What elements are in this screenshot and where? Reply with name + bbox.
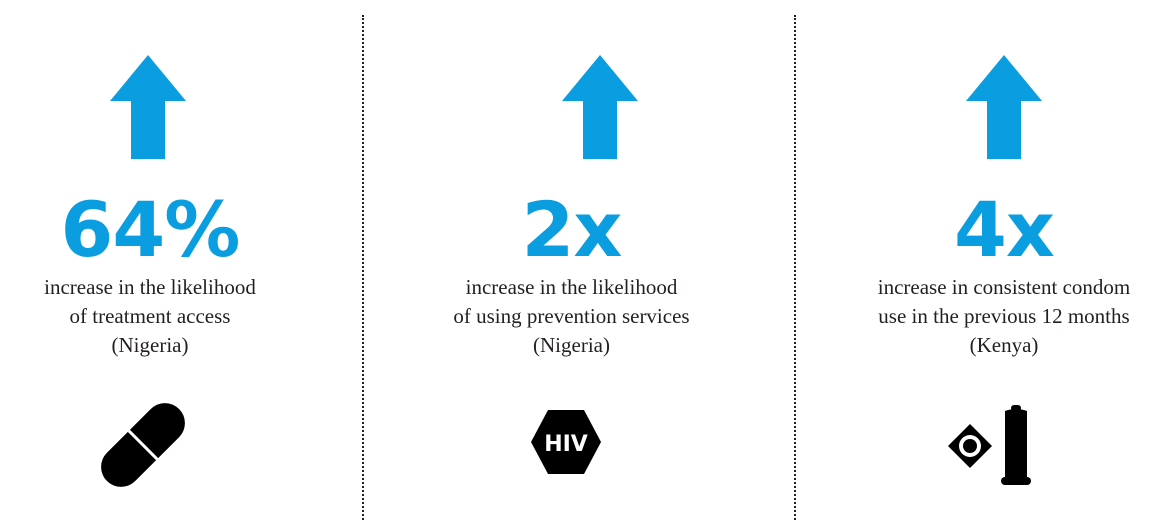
description-line: (Nigeria) (111, 333, 189, 357)
description-line: increase in consistent condom (877, 275, 1131, 299)
description-line: increase in the likelihood (465, 275, 678, 299)
stat-description: increase in the likelihood of treatment … (0, 273, 300, 360)
description-line: (Nigeria) (533, 333, 610, 357)
stat-value: 4x (954, 185, 1055, 274)
dotted-divider (362, 15, 364, 520)
description-line: (Kenya) (969, 333, 1039, 357)
hiv-hexagon-icon: HIV (531, 410, 601, 474)
arrow-up-icon (562, 55, 638, 159)
description-line: increase in the likelihood (44, 275, 256, 299)
arrow-up-icon (966, 55, 1042, 159)
stat-column-condom-use: 4x increase in consistent condom use in … (834, 0, 1174, 523)
stat-description: increase in the likelihood of using prev… (400, 273, 743, 360)
stat-value: 2x (521, 185, 623, 274)
description-line: of treatment access (69, 304, 231, 328)
description-line: use in the previous 12 months (878, 304, 1130, 328)
stat-column-treatment: 64% increase in the likelihood of treatm… (0, 0, 300, 523)
pill-icon (101, 403, 185, 487)
hiv-icon-label: HIV (544, 432, 588, 457)
arrow-up-icon (110, 55, 186, 159)
condom-icon (948, 405, 1031, 485)
stat-value: 64% (60, 185, 241, 274)
stat-column-prevention: 2x increase in the likelihood of using p… (400, 0, 743, 523)
description-line: of using prevention services (453, 304, 690, 328)
stat-description: increase in consistent condom use in the… (834, 273, 1174, 360)
dotted-divider (794, 15, 796, 520)
